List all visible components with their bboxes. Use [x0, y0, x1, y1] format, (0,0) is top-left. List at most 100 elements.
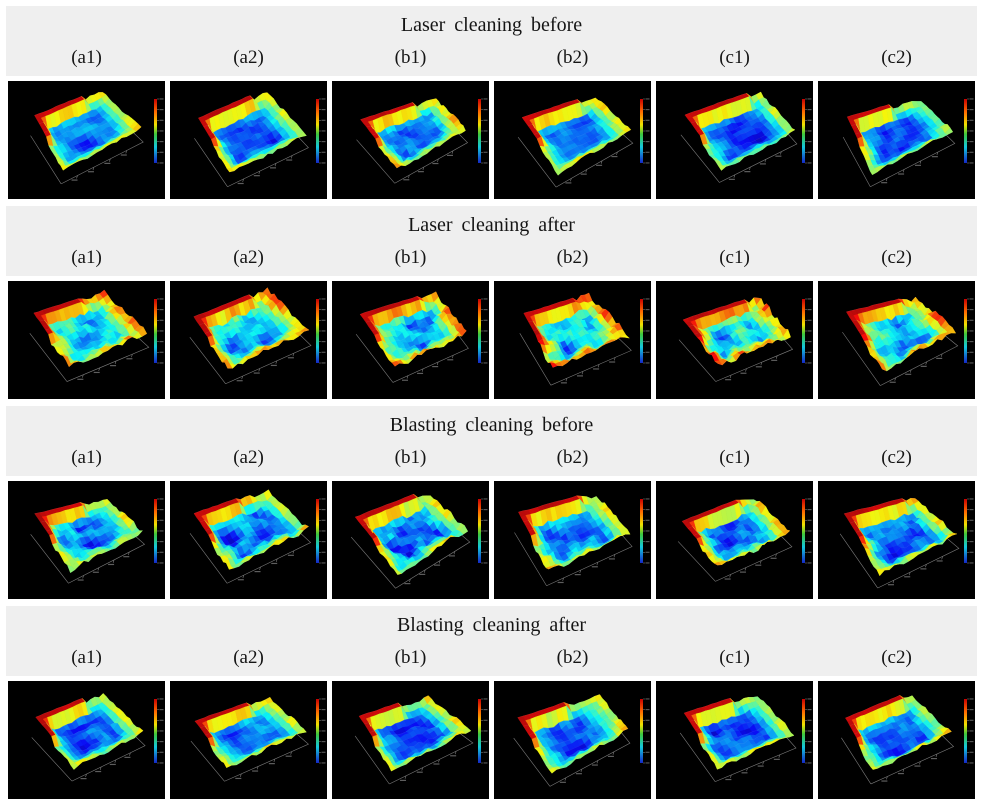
surface-plot-tile: [332, 281, 489, 399]
surface-plot-tile: [818, 681, 975, 799]
surface-mesh: [360, 98, 466, 169]
surface-plot-tile: [656, 481, 813, 599]
colorbar: [964, 698, 974, 764]
surface-mesh: [34, 92, 142, 171]
surface-mesh: [359, 291, 467, 367]
colorbar: [478, 98, 488, 164]
panel-label: (c1): [719, 47, 750, 68]
surface-wireframe: [360, 291, 467, 367]
surface-plot-icon: [841, 695, 974, 785]
surface-wireframe: [34, 92, 142, 171]
surface-wireframe: [355, 493, 468, 575]
section-title: Blasting cleaning before: [389, 414, 594, 436]
surface-plot-tile: [494, 481, 651, 599]
surface-wireframe: [360, 98, 466, 169]
surface-plot-tile: [332, 481, 489, 599]
surface-wireframe: [193, 287, 310, 369]
surface-plot-tile: [656, 681, 813, 799]
plot-axes: [842, 314, 959, 386]
surface-plot-icon: [189, 287, 326, 385]
surface-mesh: [684, 91, 796, 171]
surface-plot-icon: [354, 695, 488, 785]
surface-plot-icon: [190, 696, 326, 782]
colorbar: [316, 98, 326, 164]
surface-wireframe: [359, 695, 471, 772]
surface-plot-icon: [679, 696, 812, 782]
colorbar: [802, 698, 812, 764]
panel-label: (c1): [719, 447, 750, 468]
surface-plot-icon: [839, 497, 974, 589]
surface-wireframe: [34, 499, 143, 573]
surface-wireframe: [194, 697, 307, 768]
colorbar: [802, 298, 812, 364]
surface-wireframe: [682, 297, 791, 366]
section-title: Blasting cleaning after: [396, 614, 587, 636]
section-title: Laser cleaning after: [408, 214, 575, 236]
surface-plot-tile: [170, 81, 327, 199]
colorbar: [478, 298, 488, 364]
surface-mesh: [843, 497, 958, 577]
surface-plot-icon: [514, 495, 650, 587]
surface-plot-tile: [494, 81, 651, 199]
surface-plot-icon: [189, 489, 326, 584]
surface-plot-tile: [656, 81, 813, 199]
surface-mesh: [193, 287, 310, 369]
surface-plot-icon: [355, 291, 488, 383]
panel-label: (b1): [394, 247, 427, 268]
surface-wireframe: [682, 499, 791, 566]
colorbar: [802, 498, 812, 564]
surface-plot-tile: [8, 281, 165, 399]
surface-plot-icon: [519, 292, 650, 386]
surface-plot-icon: [31, 693, 164, 782]
surface-wireframe: [518, 495, 631, 570]
panel-label: (a1): [71, 247, 102, 268]
panel-label: (b1): [394, 447, 427, 468]
colorbar: [316, 698, 326, 764]
surface-plot-tile: [494, 681, 651, 799]
panel-label: (a2): [233, 247, 264, 268]
panel-label: (c2): [881, 647, 912, 668]
surface-wireframe: [523, 292, 630, 368]
colorbar: [964, 98, 974, 164]
colorbar: [640, 98, 650, 164]
colorbar: [802, 98, 812, 164]
colorbar: [316, 298, 326, 364]
surface-mesh: [193, 489, 310, 570]
surface-plot-tile: [494, 281, 651, 399]
colorbar: [478, 698, 488, 764]
surface-plot-tile: [818, 481, 975, 599]
surface-plot-icon: [517, 97, 650, 188]
surface-mesh: [35, 693, 144, 770]
section-header: Laser cleaning before (a1) (a2) (b1) (b2…: [6, 6, 977, 76]
colorbar: [478, 498, 488, 564]
panel-label: (b1): [394, 647, 427, 668]
surface-mesh: [523, 292, 631, 368]
surface-plot-tile: [332, 81, 489, 199]
surface-plot-tile: [818, 81, 975, 199]
panel-label: (c2): [881, 247, 912, 268]
surface-plot-tile: [170, 281, 327, 399]
surface-plot-icon: [350, 493, 488, 589]
surface-mesh: [198, 92, 307, 173]
surface-wireframe: [846, 296, 956, 372]
panel-label: (b1): [394, 47, 427, 68]
panel-label: (b2): [556, 47, 589, 68]
panel-label: (a1): [71, 47, 102, 68]
surface-plot-tile: [818, 281, 975, 399]
surface-plot-tile: [8, 481, 165, 599]
colorbar: [640, 298, 650, 364]
colorbar: [640, 698, 650, 764]
colorbar: [154, 498, 164, 564]
surface-wireframe: [684, 696, 795, 770]
panel-label: (c1): [719, 247, 750, 268]
panel-label: (b2): [556, 247, 589, 268]
surface-mesh: [683, 696, 795, 770]
panel-label: (c1): [719, 647, 750, 668]
section-header: Blasting cleaning after (a1) (a2) (b1) (…: [6, 606, 977, 676]
surface-plot-icon: [678, 297, 812, 382]
surface-plot-tile: [8, 681, 165, 799]
colorbar: [154, 698, 164, 764]
surface-wireframe: [198, 92, 307, 173]
surface-wireframe: [844, 498, 957, 576]
panel-label: (c2): [881, 447, 912, 468]
